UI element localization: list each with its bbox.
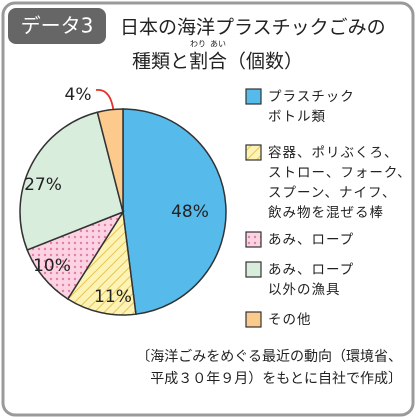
legend-swatch [245,231,262,248]
chart-title: 種類と割合（個数） [132,51,303,73]
legend-label: プラスチック ボトル類 [268,89,355,125]
ruby: あい [210,40,226,49]
legend-label: 容器、ポリぶくろ、 ストロー、フォーク、 スプーン、ナイフ、 飲み物を混ぜる棒 [268,145,412,221]
pie-slice [66,209,137,316]
chart-title: 日本の海洋プラスチックごみの [120,17,386,39]
ruby: わり [190,40,206,49]
badge-bg [8,8,106,44]
source-note: 〔海洋ごみをめぐる最近の動向（環境省、 平成３０年９月）をもとに自社で作成〕 [136,349,402,387]
legend-swatch [245,261,262,278]
value-label: 4% [65,85,92,105]
value-label: 27% [24,175,62,195]
pie-slice [122,108,227,316]
pie-slice [96,108,124,213]
legend-swatch [245,88,262,105]
legend-swatch [245,144,262,161]
legend-label: その他 [268,312,312,328]
value-label: 48% [171,202,209,222]
value-label: 10% [33,256,71,276]
value-label: 11% [94,287,132,307]
badge: データ3 [21,14,94,38]
pie-slice [19,111,124,251]
legend-label: あみ、ロープ 以外の漁具 [268,262,355,298]
legend-label: あみ、ロープ [268,232,355,248]
legend-swatch [245,311,262,328]
